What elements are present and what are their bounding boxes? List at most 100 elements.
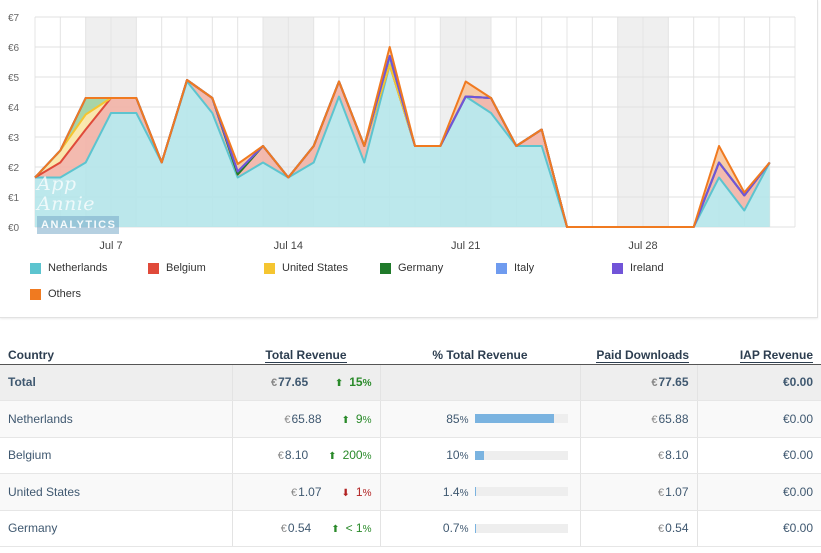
y-tick-label: €1	[8, 193, 20, 204]
paid-value: 1.07	[665, 484, 689, 499]
x-tick-label: Jul 21	[451, 240, 480, 250]
legend-label: Germany	[398, 262, 444, 274]
table-row[interactable]: Germany €0.54 ⬆ < 1% 0.7% €0.54 €0.00	[0, 510, 821, 547]
pct-sign: %	[459, 487, 469, 499]
pct-sign: %	[459, 524, 469, 536]
iap-cell: €0.00	[697, 510, 821, 547]
currency-symbol: €	[277, 450, 284, 463]
legend-item[interactable]: United States	[264, 262, 348, 274]
y-tick-label: €5	[8, 73, 20, 84]
pct-label: 85%	[439, 412, 469, 426]
col-header-total-revenue[interactable]: Total Revenue	[232, 340, 380, 365]
pct-sign: %	[362, 414, 372, 426]
y-tick-label: €7	[8, 13, 20, 24]
revenue-cell: €8.10 ⬆ 200%	[232, 437, 381, 474]
total-change-value: 15	[349, 375, 363, 390]
total-pct-cell	[380, 364, 581, 401]
currency-symbol: €	[658, 450, 665, 463]
iap-cell: €0.00	[697, 473, 821, 511]
arrow-up-icon: ⬆	[331, 524, 340, 536]
currency-symbol: €	[782, 484, 790, 499]
revenue-chart-card: €0 €1 €2 €3 €4 €5 €6 €7 Jul 7 Jul 14 Jul 21 Jul 28 …	[0, 0, 818, 318]
pct-bar-track	[474, 487, 568, 497]
app-annie-watermark: App Annie ANALYTICS	[37, 174, 121, 234]
currency-symbol: €	[651, 377, 658, 390]
pct-bar-fill	[474, 487, 476, 497]
col-header-paid-downloads-label: Paid Downloads	[596, 347, 689, 363]
total-revenue-value: 77.65	[278, 375, 309, 390]
legend-swatch	[264, 262, 275, 274]
pct-bar-track	[474, 414, 568, 424]
pct-label: 0.7%	[439, 521, 469, 535]
table-header-row: Country Total Revenue % Total Revenue Pa…	[0, 340, 821, 365]
pct-bar-fill	[474, 523, 476, 533]
legend-item[interactable]: Ireland	[612, 262, 664, 274]
legend-swatch	[496, 262, 507, 274]
pct-value: 0.7	[442, 521, 460, 536]
col-header-iap-revenue[interactable]: IAP Revenue	[697, 340, 821, 365]
pct-cell: 85%	[380, 400, 581, 438]
pct-cell: 0.7%	[380, 510, 581, 547]
legend-label: Belgium	[166, 262, 206, 274]
arrow-up-icon: ⬆	[328, 451, 337, 463]
series-area	[35, 65, 770, 227]
legend-item[interactable]: Belgium	[148, 262, 206, 274]
y-tick-label: €0	[8, 223, 20, 234]
country-cell: Belgium	[0, 437, 233, 474]
watermark-line2: ANALYTICS	[37, 216, 119, 234]
total-label-cell: Total	[0, 364, 233, 401]
pct-value: 10	[446, 448, 460, 463]
country-name: Netherlands	[8, 411, 73, 426]
legend-label: Italy	[514, 262, 535, 274]
legend-item[interactable]: Netherlands	[30, 262, 107, 274]
currency-symbol: €	[782, 521, 790, 536]
currency-symbol: €	[284, 413, 291, 426]
pct-sign: %	[362, 451, 372, 463]
col-header-country[interactable]: Country	[0, 340, 232, 365]
change-value: 200	[342, 448, 363, 463]
pct-label: 10%	[439, 448, 469, 463]
table-row-total: Total €77.65 ⬆ 15% €77.65 €0.00	[0, 364, 821, 401]
table-row[interactable]: Belgium €8.10 ⬆ 200% 10% €8.10 €0.00	[0, 437, 821, 474]
iap-cell: €0.00	[697, 400, 821, 438]
pct-sign: %	[459, 414, 469, 426]
col-header-iap-revenue-label: IAP Revenue	[739, 347, 813, 363]
iap-value: 0.00	[789, 448, 813, 463]
col-header-pct-total[interactable]: % Total Revenue	[380, 340, 580, 365]
legend-item[interactable]: Others	[30, 288, 81, 300]
change-value: 9	[355, 411, 363, 426]
country-cell: Germany	[0, 510, 233, 547]
table-row[interactable]: Netherlands €65.88 ⬆ 9% 85% €65.88 €0.00	[0, 400, 821, 438]
currency-symbol: €	[658, 523, 665, 536]
currency-symbol: €	[280, 523, 287, 536]
legend-swatch	[30, 262, 41, 274]
currency-symbol: €	[271, 377, 278, 390]
paid-cell: €1.07	[580, 473, 698, 511]
iap-value: 0.00	[789, 521, 813, 536]
pct-bar-track	[474, 450, 568, 460]
revenue-cell: €0.54 ⬆ < 1%	[232, 510, 381, 547]
total-revenue-cell: €77.65 ⬆ 15%	[232, 364, 381, 401]
y-tick-label: €2	[8, 163, 20, 174]
paid-cell: €0.54	[580, 510, 698, 547]
pct-sign: %	[362, 524, 372, 536]
x-tick-label: Jul 28	[628, 240, 657, 250]
legend-label: United States	[282, 262, 349, 274]
legend-label: Netherlands	[48, 262, 108, 274]
pct-sign: %	[459, 451, 469, 463]
pct-cell: 1.4%	[380, 473, 581, 511]
legend-item[interactable]: Germany	[380, 262, 443, 274]
x-tick-label: Jul 7	[99, 240, 122, 250]
y-tick-label: €3	[8, 133, 20, 144]
col-header-paid-downloads[interactable]: Paid Downloads	[580, 340, 697, 365]
revenue-value: 0.54	[287, 521, 312, 536]
currency-symbol: €	[782, 375, 790, 390]
legend-item[interactable]: Italy	[496, 262, 534, 274]
legend-swatch	[612, 262, 623, 274]
pct-cell: 10%	[380, 437, 581, 474]
change-value: < 1	[345, 521, 363, 536]
country-cell: Netherlands	[0, 400, 233, 438]
table-row[interactable]: United States €1.07 ⬇ 1% 1.4% €1.07 €0.00	[0, 473, 821, 511]
legend-swatch	[148, 262, 159, 274]
paid-cell: €8.10	[580, 437, 698, 474]
